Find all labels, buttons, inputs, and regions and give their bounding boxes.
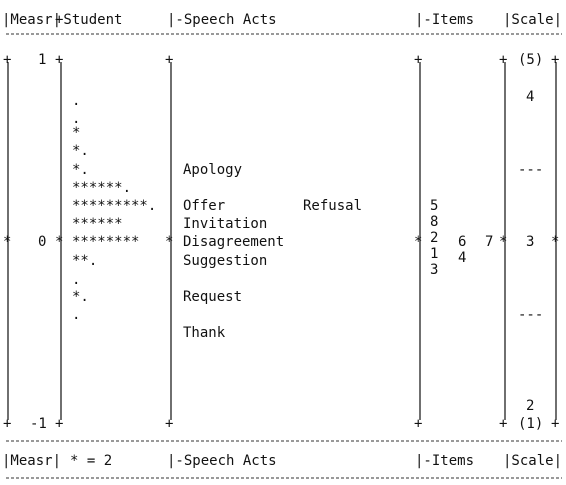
- student-row: .: [72, 272, 81, 288]
- item-number: 4: [458, 250, 467, 266]
- footer-measr: |Measr|: [2, 453, 62, 469]
- star-marker: *: [551, 234, 560, 250]
- footer-scale: |Scale|: [503, 453, 563, 469]
- item-number: 1: [430, 246, 439, 262]
- footer-speech-acts: |-Speech Acts: [167, 453, 277, 469]
- student-row: .: [72, 93, 81, 109]
- student-row: ******.: [72, 180, 132, 196]
- item-number: 3: [430, 262, 439, 278]
- header-scale: |Scale|: [503, 12, 563, 28]
- header-measr: |Measr|: [2, 12, 62, 28]
- header-speech-acts: |-Speech Acts: [167, 12, 277, 28]
- star-marker: *: [414, 234, 423, 250]
- scale-four: 4: [526, 89, 535, 105]
- student-row: ********: [72, 234, 140, 250]
- plus-marker: +: [414, 52, 423, 68]
- speech-act-invitation: Invitation: [183, 216, 268, 232]
- items-column-2: 6 4: [458, 234, 498, 266]
- header-student: +Student: [55, 12, 123, 28]
- speech-act-thank: Thank: [183, 325, 226, 341]
- student-row: .: [72, 111, 81, 127]
- student-row: *.: [72, 162, 89, 178]
- item-number: 7: [485, 234, 494, 250]
- scale-bottom: (1): [518, 416, 544, 432]
- scale-separator: ---: [518, 307, 544, 323]
- star-marker: *: [3, 234, 12, 250]
- plus-marker: +: [165, 416, 174, 432]
- item-number: 5: [430, 198, 439, 214]
- item-number: 8: [430, 214, 439, 230]
- star-marker: *: [165, 234, 174, 250]
- plus-marker: +: [414, 416, 423, 432]
- speech-act-request: Request: [183, 289, 243, 305]
- speech-act-apology: Apology: [183, 162, 243, 178]
- speech-act-offer: Offer: [183, 198, 226, 214]
- speech-act-disagreement: Disagreement: [183, 234, 285, 250]
- header-items: |-Items: [415, 12, 475, 28]
- plus-marker: +: [3, 52, 12, 68]
- star-marker: *: [499, 234, 508, 250]
- items-column-3: 7: [485, 234, 525, 250]
- measure-bottom: -1: [30, 416, 47, 432]
- student-row: **.: [72, 253, 98, 269]
- scale-top: (5): [518, 52, 544, 68]
- speech-act-suggestion: Suggestion: [183, 253, 268, 269]
- item-number: 6: [458, 234, 467, 250]
- student-row: *.: [72, 143, 89, 159]
- speech-act-refusal: Refusal: [303, 198, 363, 214]
- item-number: 2: [430, 230, 439, 246]
- items-column-1: 5 8 2 1 3: [430, 198, 470, 278]
- plus-marker: +: [55, 52, 64, 68]
- scale-two: 2: [526, 398, 535, 414]
- star-marker: *: [55, 234, 64, 250]
- plus-marker: +: [55, 416, 64, 432]
- footer-items: |-Items: [415, 453, 475, 469]
- student-row: .: [72, 307, 81, 323]
- student-row: ******: [72, 216, 123, 232]
- student-row: *: [72, 125, 81, 141]
- scale-three: 3: [526, 234, 535, 250]
- plus-marker: +: [3, 416, 12, 432]
- plus-marker: +: [499, 416, 508, 432]
- footer-legend: * = 2: [70, 453, 113, 469]
- student-row: *********.: [72, 198, 157, 214]
- scale-separator: ---: [518, 162, 544, 178]
- plus-marker: +: [551, 52, 560, 68]
- plus-marker: +: [165, 52, 174, 68]
- plus-marker: +: [499, 52, 508, 68]
- measure-top: 1: [38, 52, 47, 68]
- measure-zero: 0: [38, 234, 47, 250]
- student-row: *.: [72, 289, 89, 305]
- plus-marker: +: [551, 416, 560, 432]
